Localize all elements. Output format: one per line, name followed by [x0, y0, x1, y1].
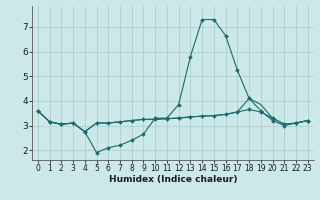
X-axis label: Humidex (Indice chaleur): Humidex (Indice chaleur)	[108, 175, 237, 184]
